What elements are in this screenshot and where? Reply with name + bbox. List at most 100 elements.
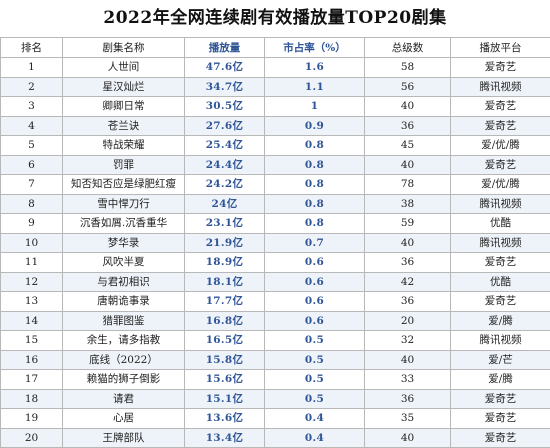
cell-share: 0.7 [265, 233, 365, 253]
cell-platform: 优酷 [451, 272, 550, 292]
cell-views: 15.8亿 [185, 350, 265, 370]
cell-name: 底线（2022） [63, 350, 185, 370]
cell-episodes: 36 [365, 116, 451, 136]
cell-episodes: 59 [365, 214, 451, 234]
cell-views: 47.6亿 [185, 58, 265, 78]
cell-rank: 8 [1, 194, 63, 214]
cell-rank: 4 [1, 116, 63, 136]
cell-rank: 18 [1, 389, 63, 409]
cell-platform: 腾讯视频 [451, 77, 550, 97]
cell-platform: 爱/芒 [451, 350, 550, 370]
cell-episodes: 40 [365, 428, 451, 448]
cell-episodes: 56 [365, 77, 451, 97]
cell-share: 0.4 [265, 428, 365, 448]
header-rank: 排名 [1, 38, 63, 58]
cell-platform: 爱奇艺 [451, 389, 550, 409]
cell-name: 雪中悍刀行 [63, 194, 185, 214]
cell-name: 赖猫的狮子倒影 [63, 370, 185, 390]
cell-views: 15.6亿 [185, 370, 265, 390]
cell-share: 0.8 [265, 175, 365, 195]
cell-share: 1.1 [265, 77, 365, 97]
cell-name: 心居 [63, 409, 185, 429]
cell-name: 沉香如屑.沉香重华 [63, 214, 185, 234]
cell-rank: 11 [1, 253, 63, 273]
cell-name: 请君 [63, 389, 185, 409]
cell-name: 特战荣耀 [63, 136, 185, 156]
cell-name: 风吹半夏 [63, 253, 185, 273]
cell-views: 16.8亿 [185, 311, 265, 331]
header-views: 播放量 [185, 38, 265, 58]
cell-platform: 爱奇艺 [451, 409, 550, 429]
cell-rank: 3 [1, 97, 63, 117]
cell-views: 24.2亿 [185, 175, 265, 195]
cell-episodes: 35 [365, 409, 451, 429]
cell-rank: 2 [1, 77, 63, 97]
header-name: 剧集名称 [63, 38, 185, 58]
cell-platform: 爱奇艺 [451, 292, 550, 312]
cell-share: 0.6 [265, 272, 365, 292]
cell-platform: 爱/优/腾 [451, 175, 550, 195]
header-row: 排名 剧集名称 播放量 市占率（%） 总级数 播放平台 [1, 38, 550, 58]
cell-name: 苍兰诀 [63, 116, 185, 136]
cell-episodes: 40 [365, 97, 451, 117]
cell-episodes: 40 [365, 350, 451, 370]
cell-rank: 1 [1, 58, 63, 78]
cell-name: 余生，请多指教 [63, 331, 185, 351]
cell-rank: 9 [1, 214, 63, 234]
cell-episodes: 33 [365, 370, 451, 390]
cell-platform: 腾讯视频 [451, 331, 550, 351]
cell-rank: 19 [1, 409, 63, 429]
cell-name: 人世间 [63, 58, 185, 78]
cell-views: 13.4亿 [185, 428, 265, 448]
cell-platform: 爱奇艺 [451, 116, 550, 136]
cell-rank: 14 [1, 311, 63, 331]
cell-episodes: 40 [365, 233, 451, 253]
cell-episodes: 36 [365, 253, 451, 273]
cell-name: 卿卿日常 [63, 97, 185, 117]
cell-views: 25.4亿 [185, 136, 265, 156]
cell-share: 0.8 [265, 214, 365, 234]
cell-rank: 12 [1, 272, 63, 292]
cell-rank: 6 [1, 155, 63, 175]
cell-name: 猎罪图鉴 [63, 311, 185, 331]
cell-share: 0.6 [265, 253, 365, 273]
cell-share: 1 [265, 97, 365, 117]
cell-share: 0.8 [265, 155, 365, 175]
cell-share: 0.5 [265, 331, 365, 351]
cell-episodes: 32 [365, 331, 451, 351]
cell-name: 罚罪 [63, 155, 185, 175]
cell-share: 1.6 [265, 58, 365, 78]
header-platform: 播放平台 [451, 38, 550, 58]
cell-platform: 爱奇艺 [451, 155, 550, 175]
cell-rank: 17 [1, 370, 63, 390]
cell-share: 0.9 [265, 116, 365, 136]
cell-platform: 爱/优/腾 [451, 136, 550, 156]
cell-views: 18.1亿 [185, 272, 265, 292]
cell-platform: 爱奇艺 [451, 58, 550, 78]
cell-episodes: 42 [365, 272, 451, 292]
cell-rank: 7 [1, 175, 63, 195]
cell-views: 34.7亿 [185, 77, 265, 97]
cell-views: 18.9亿 [185, 253, 265, 273]
cell-name: 星汉灿烂 [63, 77, 185, 97]
cell-share: 0.8 [265, 194, 365, 214]
cell-views: 23.1亿 [185, 214, 265, 234]
cell-episodes: 58 [365, 58, 451, 78]
cell-name: 知否知否应是绿肥红瘦 [63, 175, 185, 195]
table-title: 2022年全网连续剧有效播放量TOP20剧集 [0, 0, 550, 37]
cell-share: 0.6 [265, 292, 365, 312]
cell-name: 梦华录 [63, 233, 185, 253]
